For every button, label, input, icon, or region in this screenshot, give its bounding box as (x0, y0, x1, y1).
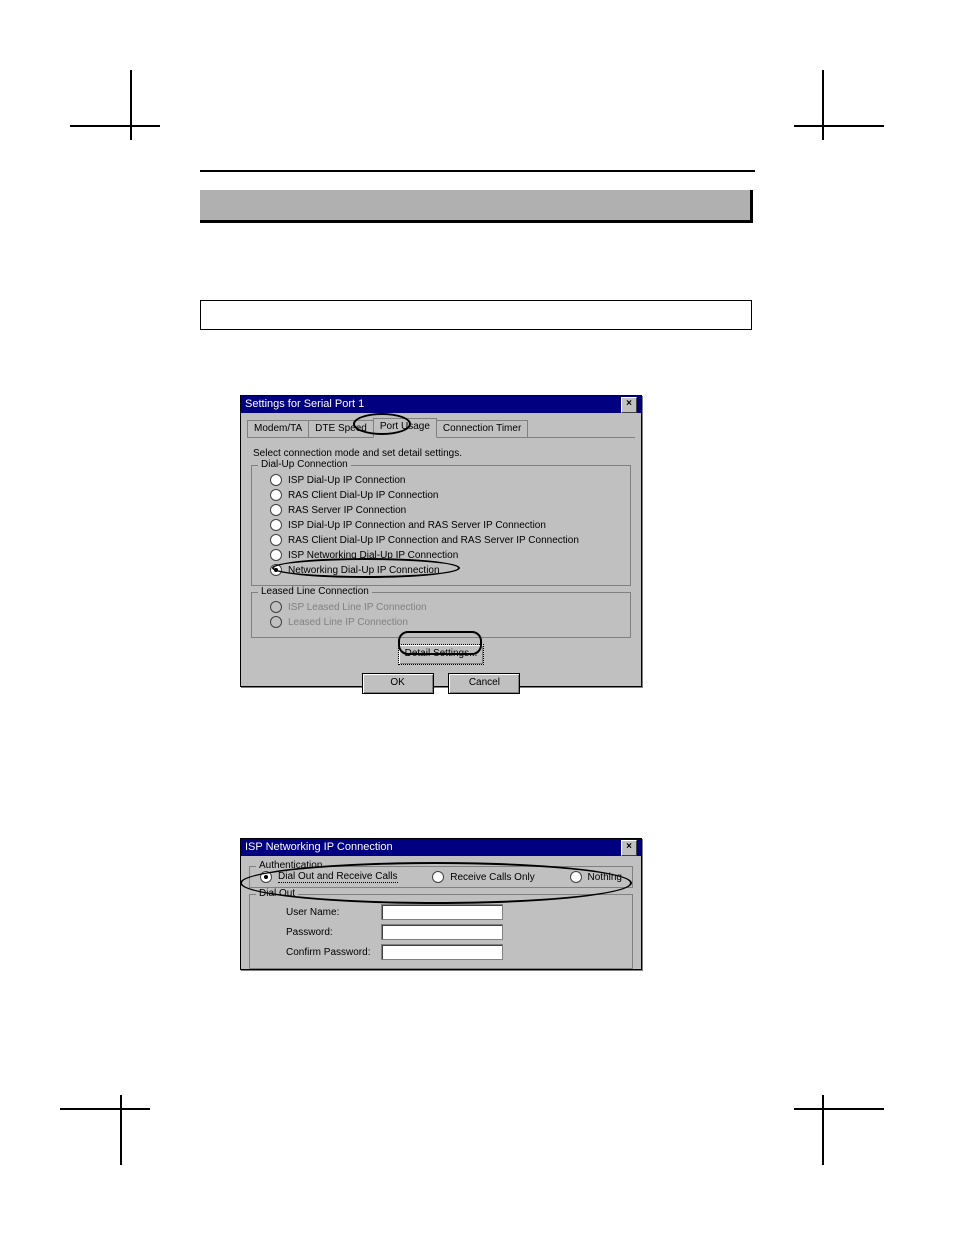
radio-label: ISP Dial-Up IP Connection and RAS Server… (288, 520, 546, 531)
tabstrip: Modem/TA DTE Speed Port Usage Connection… (247, 419, 635, 438)
crop-mark (794, 1108, 884, 1165)
dialog-title: Settings for Serial Port 1 (245, 396, 364, 413)
radio-label: Networking Dial-Up IP Connection (288, 565, 440, 576)
radio-ras-server[interactable]: RAS Server IP Connection (270, 504, 622, 516)
titlebar: Settings for Serial Port 1 × (241, 396, 641, 413)
radio-icon (270, 534, 282, 546)
group-leased: Leased Line Connection ISP Leased Line I… (251, 592, 631, 638)
radio-icon (432, 871, 444, 883)
radio-label: RAS Client Dial-Up IP Connection and RAS… (288, 535, 579, 546)
group-legend: Dial Out (256, 888, 298, 899)
radio-label: ISP Dial-Up IP Connection (288, 475, 405, 486)
password-input[interactable] (381, 924, 503, 940)
radio-dial-out-receive[interactable]: Dial Out and Receive Calls (260, 871, 398, 883)
radio-icon (260, 871, 272, 883)
close-icon[interactable]: × (621, 840, 637, 856)
ok-button[interactable]: OK (362, 673, 434, 694)
page-rule (200, 170, 755, 172)
radio-label: Leased Line IP Connection (288, 617, 408, 628)
section-bar (200, 190, 753, 223)
radio-icon (270, 616, 282, 628)
field-label: User Name: (286, 907, 381, 918)
tab-port-usage[interactable]: Port Usage (373, 418, 437, 438)
radio-rasclient-ras[interactable]: RAS Client Dial-Up IP Connection and RAS… (270, 534, 622, 546)
tab-dte-speed[interactable]: DTE Speed (308, 420, 374, 437)
radio-icon (270, 519, 282, 531)
prompt-text: Select connection mode and set detail se… (253, 448, 629, 459)
radio-icon (270, 489, 282, 501)
group-authentication: Authentication Dial Out and Receive Call… (249, 866, 633, 888)
field-username: User Name: (286, 904, 626, 920)
field-confirm-password: Confirm Password: (286, 944, 626, 960)
button-label: Detail Settings... (405, 648, 478, 659)
crop-mark (70, 70, 160, 127)
button-label: OK (390, 677, 404, 688)
radio-icon (270, 474, 282, 486)
tab-connection-timer[interactable]: Connection Timer (436, 420, 528, 437)
group-legend: Dial-Up Connection (258, 459, 351, 470)
tab-label: Port Usage (380, 421, 430, 432)
tab-label: Connection Timer (443, 423, 521, 434)
isp-networking-dialog: ISP Networking IP Connection × Authentic… (240, 838, 642, 970)
radio-isp-ras[interactable]: ISP Dial-Up IP Connection and RAS Server… (270, 519, 622, 531)
radio-icon (570, 871, 582, 883)
dialog-title: ISP Networking IP Connection (245, 839, 393, 856)
radio-receive-only[interactable]: Receive Calls Only (432, 871, 534, 883)
confirm-password-input[interactable] (381, 944, 503, 960)
radio-isp-dialup[interactable]: ISP Dial-Up IP Connection (270, 474, 622, 486)
tab-label: Modem/TA (254, 423, 302, 434)
close-icon[interactable]: × (621, 397, 637, 413)
group-legend: Leased Line Connection (258, 586, 372, 597)
radio-icon (270, 504, 282, 516)
tab-label: DTE Speed (315, 423, 367, 434)
settings-dialog: Settings for Serial Port 1 × Modem/TA DT… (240, 395, 642, 687)
radio-ras-client[interactable]: RAS Client Dial-Up IP Connection (270, 489, 622, 501)
radio-networking[interactable]: Networking Dial-Up IP Connection (270, 564, 622, 576)
crop-mark (60, 1108, 150, 1165)
radio-label: RAS Server IP Connection (288, 505, 406, 516)
radio-icon (270, 601, 282, 613)
username-input[interactable] (381, 904, 503, 920)
field-label: Confirm Password: (286, 947, 381, 958)
radio-icon (270, 549, 282, 561)
detail-settings-button[interactable]: Detail Settings... (398, 644, 485, 665)
section-box (200, 300, 752, 330)
button-label: Cancel (469, 677, 500, 688)
radio-isp-networking[interactable]: ISP Networking Dial-Up IP Connection (270, 549, 622, 561)
group-dial-out: Dial Out User Name: Password: Confirm Pa… (249, 894, 633, 969)
radio-label: ISP Leased Line IP Connection (288, 602, 427, 613)
titlebar: ISP Networking IP Connection × (241, 839, 641, 856)
cancel-button[interactable]: Cancel (448, 673, 520, 694)
radio-label: Nothing (588, 872, 622, 883)
radio-nothing[interactable]: Nothing (570, 871, 622, 883)
group-legend: Authentication (256, 860, 325, 871)
radio-label: Dial Out and Receive Calls (278, 871, 398, 883)
field-label: Password: (286, 927, 381, 938)
field-password: Password: (286, 924, 626, 940)
dialog-body: Authentication Dial Out and Receive Call… (241, 856, 641, 969)
tab-modem-ta[interactable]: Modem/TA (247, 420, 309, 437)
radio-isp-leased: ISP Leased Line IP Connection (270, 601, 622, 613)
radio-label: RAS Client Dial-Up IP Connection (288, 490, 438, 501)
radio-icon (270, 564, 282, 576)
radio-label: ISP Networking Dial-Up IP Connection (288, 550, 458, 561)
crop-mark (794, 70, 884, 127)
group-dialup: Dial-Up Connection ISP Dial-Up IP Connec… (251, 465, 631, 586)
dialog-body: Select connection mode and set detail se… (241, 438, 641, 702)
radio-label: Receive Calls Only (450, 872, 534, 883)
radio-leased: Leased Line IP Connection (270, 616, 622, 628)
